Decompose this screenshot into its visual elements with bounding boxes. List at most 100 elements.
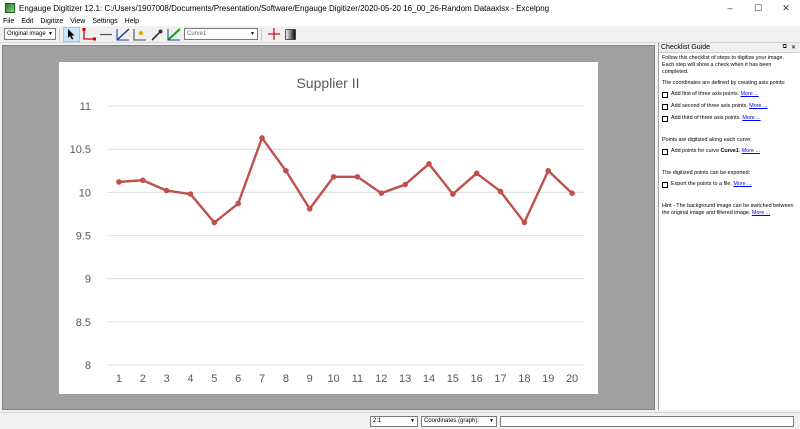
data-point: [450, 191, 456, 197]
x-tick-label: 12: [375, 373, 387, 385]
data-point: [330, 173, 337, 180]
step-text: Add first of three axis points.: [671, 91, 740, 97]
color-picker-tool-button[interactable]: [148, 27, 165, 42]
menu-help[interactable]: Help: [124, 17, 140, 25]
segment-fill-tool-button[interactable]: [165, 27, 182, 42]
y-tick-label: 9: [85, 274, 91, 286]
x-tick-label: 17: [494, 373, 506, 385]
checklist-body: Follow this checklist of steps to digiti…: [659, 53, 800, 223]
title-bar: Engauge Digitizer 12.1: C:/Users/1907008…: [0, 0, 800, 16]
chevron-down-icon: ▼: [48, 31, 53, 37]
coordinates-mode-select[interactable]: Coordinates (graph): ▼: [421, 415, 497, 427]
x-tick-label: 9: [307, 373, 313, 385]
more-link[interactable]: More ...: [742, 115, 761, 121]
curve-point-icon: [115, 27, 130, 41]
hint-text: Hint - The background image can be switc…: [662, 203, 797, 217]
toolbar-separator: [59, 27, 60, 41]
zoom-select[interactable]: 2:1 ▼: [370, 415, 418, 427]
pointer-arrow-icon: [68, 28, 75, 39]
checklist-step: Add first of three axis points. More ...: [662, 91, 797, 98]
chart-title: Supplier II: [296, 75, 359, 91]
data-point: [211, 219, 218, 226]
points-heading: Points are digitized along each curve:: [662, 137, 752, 143]
toolbar-separator: [261, 27, 262, 41]
status-bar: 2:1 ▼ Coordinates (graph): ▼: [0, 412, 800, 429]
menu-view[interactable]: View: [70, 17, 86, 25]
geometry-window-button[interactable]: [282, 27, 299, 42]
maximize-button[interactable]: ☐: [753, 2, 763, 13]
data-point: [306, 205, 313, 212]
data-point: [545, 167, 552, 174]
checklist-step: Export the points to a file. More ...: [662, 181, 797, 188]
toolbar: Original image ▼ Curve1 ▼: [0, 26, 800, 43]
axis-point-icon: [82, 27, 96, 40]
axis-point-tool-button[interactable]: [80, 27, 97, 42]
menu-file[interactable]: File: [3, 17, 15, 25]
x-tick-label: 10: [327, 373, 339, 385]
x-tick-label: 3: [164, 373, 170, 385]
select-tool-button[interactable]: [63, 26, 80, 42]
data-point: [521, 219, 528, 226]
eyedropper-icon: [150, 29, 162, 41]
more-link[interactable]: More ...: [751, 210, 771, 216]
curve-select-value: Curve1: [187, 31, 207, 37]
checkbox-icon: [662, 103, 668, 110]
checklist-intro: Follow this checklist of steps to digiti…: [662, 55, 784, 75]
y-tick-label: 10.5: [70, 144, 91, 156]
x-tick-label: 4: [187, 373, 193, 385]
step-text: Add points for curve: [671, 148, 719, 154]
segment-fill-icon: [166, 27, 181, 41]
menu-bar: File Edit Digitize View Settings Help: [0, 16, 800, 26]
more-link[interactable]: More ...: [740, 91, 759, 97]
x-tick-label: 6: [235, 373, 241, 385]
chevron-down-icon: ▼: [250, 31, 255, 37]
step-text: Add second of three axis points.: [671, 103, 748, 109]
float-icon[interactable]: ⧉: [782, 44, 787, 50]
more-link[interactable]: More ...: [741, 148, 761, 154]
menu-settings[interactable]: Settings: [92, 17, 118, 25]
x-tick-label: 11: [352, 373, 363, 385]
checkbox-icon: [662, 181, 668, 188]
checkbox-icon: [662, 115, 668, 122]
curve-point-tool-button[interactable]: [114, 27, 131, 42]
more-link[interactable]: More ...: [749, 103, 768, 109]
checklist-step: Add points for curve Curve1. More ...: [662, 148, 797, 155]
x-tick-label: 19: [542, 373, 554, 385]
data-point: [259, 135, 265, 141]
chevron-down-icon: ▼: [410, 418, 415, 424]
background-select[interactable]: Original image ▼: [4, 28, 56, 40]
point-match-tool-button[interactable]: [131, 27, 148, 42]
y-tick-label: 9.5: [76, 231, 91, 243]
minimize-button[interactable]: –: [727, 3, 733, 13]
x-tick-label: 13: [399, 373, 411, 385]
checklist-title: Checklist Guide: [661, 44, 711, 51]
more-link[interactable]: More ...: [733, 181, 752, 187]
menu-edit[interactable]: Edit: [21, 17, 34, 25]
x-tick-label: 18: [518, 373, 530, 385]
checkbox-icon: [662, 91, 668, 98]
menu-digitize[interactable]: Digitize: [40, 17, 64, 25]
checklist-guide-button[interactable]: [265, 27, 282, 42]
chart-image[interactable]: Supplier II 8 8.5 9 9.5 10 10.5 11 1 2 3 4 5 6 7 8 9 10…: [59, 62, 598, 394]
checkbox-icon: [662, 148, 668, 155]
close-button[interactable]: ✕: [782, 2, 790, 13]
close-icon[interactable]: ✕: [790, 45, 796, 51]
step-text: Export the points to a file.: [671, 181, 732, 187]
export-heading: The digitized points can be exported:: [662, 170, 751, 176]
x-tick-label: 14: [423, 373, 435, 385]
data-point: [569, 190, 575, 196]
checklist-guide-panel: Checklist Guide ⧉ ✕ Follow this checklis…: [658, 43, 800, 410]
data-point: [116, 179, 122, 185]
axis-heading: The coordinates are defined by creating …: [662, 80, 786, 86]
point-match-icon: [133, 28, 146, 40]
series-line: [118, 136, 573, 224]
curve-name: Curve1: [720, 148, 739, 154]
curve-select[interactable]: Curve1 ▼: [184, 28, 258, 40]
document-view[interactable]: Supplier II 8 8.5 9 9.5 10 10.5 11 1 2 3 4 5 6 7 8 9 10…: [2, 45, 655, 410]
x-tick-label: 7: [259, 373, 265, 385]
data-point: [402, 181, 408, 188]
step-suffix: .: [738, 148, 741, 154]
coordinates-readout: [500, 415, 794, 427]
scale-bar-tool-button[interactable]: [97, 27, 114, 42]
